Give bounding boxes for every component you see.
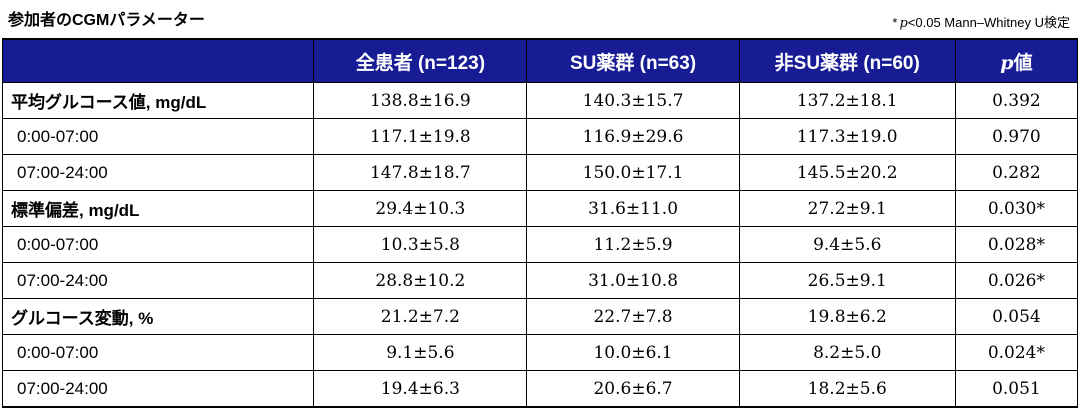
cell-value: 19.4±6.3: [313, 370, 528, 408]
cell-value: 29.4±10.3: [313, 190, 528, 227]
cell-value: 9.4±5.6: [738, 226, 956, 263]
cell-value: 26.5±9.1: [738, 262, 956, 299]
cell-value: 117.3±19.0: [738, 118, 956, 155]
table-row-mean-glucose: 平均グルコース値, mg/dL 138.8±16.9 140.3±15.7 13…: [1, 82, 1079, 119]
cell-p-value: 0.970: [954, 118, 1079, 155]
cell-p-value: 0.028*: [954, 226, 1079, 263]
note-asterisk: *: [892, 15, 898, 30]
table-row-sd: 標準偏差, mg/dL 29.4±10.3 31.6±11.0 27.2±9.1…: [1, 190, 1079, 227]
cell-value: 11.2±5.9: [526, 226, 740, 263]
cell-value: 22.7±7.8: [526, 298, 740, 335]
cell-value: 8.2±5.0: [738, 334, 956, 371]
header-su-group: SU薬群 (n=63): [526, 38, 740, 83]
row-label: 0:00-07:00: [1, 118, 315, 155]
cell-value: 147.8±18.7: [313, 154, 528, 191]
table-row-sd-night: 0:00-07:00 10.3±5.8 11.2±5.9 9.4±5.6 0.0…: [1, 226, 1079, 263]
row-label: 07:00-24:00: [1, 262, 315, 299]
cgm-parameters-table: 全患者 (n=123) SU薬群 (n=63) 非SU薬群 (n=60) p値 …: [1, 38, 1079, 408]
cell-value: 145.5±20.2: [738, 154, 956, 191]
cell-value: 137.2±18.1: [738, 82, 956, 119]
cell-p-value: 0.026*: [954, 262, 1079, 299]
top-bar: 参加者のCGMパラメーター * p<0.05 Mann–Whitney U検定: [0, 0, 1080, 38]
header-p-value: p値: [954, 38, 1079, 83]
table-row-cv-night: 0:00-07:00 9.1±5.6 10.0±6.1 8.2±5.0 0.02…: [1, 334, 1079, 371]
cell-value: 28.8±10.2: [313, 262, 528, 299]
row-label: 07:00-24:00: [1, 370, 315, 408]
row-label: グルコース変動, %: [1, 298, 315, 335]
cell-value: 31.0±10.8: [526, 262, 740, 299]
row-label: 0:00-07:00: [1, 226, 315, 263]
header-empty-cell: [1, 38, 315, 83]
cell-value: 150.0±17.1: [526, 154, 740, 191]
note-text: <0.05 Mann–Whitney U検定: [907, 15, 1070, 30]
page-title: 参加者のCGMパラメーター: [8, 12, 205, 29]
header-all-patients: 全患者 (n=123): [313, 38, 528, 83]
cell-value: 10.3±5.8: [313, 226, 528, 263]
p-symbol: p: [1000, 51, 1014, 74]
significance-note: * p<0.05 Mann–Whitney U検定: [892, 6, 1072, 31]
cell-value: 21.2±7.2: [313, 298, 528, 335]
cell-p-value: 0.054: [954, 298, 1079, 335]
cell-value: 9.1±5.6: [313, 334, 528, 371]
cell-value: 20.6±6.7: [526, 370, 740, 408]
p-suffix: 値: [1013, 52, 1033, 74]
cell-value: 18.2±5.6: [738, 370, 956, 408]
cell-p-value: 0.392: [954, 82, 1079, 119]
row-label: 平均グルコース値, mg/dL: [1, 82, 315, 119]
table-row-mean-glucose-night: 0:00-07:00 117.1±19.8 116.9±29.6 117.3±1…: [1, 118, 1079, 155]
cell-value: 19.8±6.2: [738, 298, 956, 335]
table-row-sd-day: 07:00-24:00 28.8±10.2 31.0±10.8 26.5±9.1…: [1, 262, 1079, 299]
cell-value: 27.2±9.1: [738, 190, 956, 227]
row-label: 標準偏差, mg/dL: [1, 190, 315, 227]
cell-p-value: 0.024*: [954, 334, 1079, 371]
header-row: 全患者 (n=123) SU薬群 (n=63) 非SU薬群 (n=60) p値: [1, 38, 1079, 83]
table-row-cv: グルコース変動, % 21.2±7.2 22.7±7.8 19.8±6.2 0.…: [1, 298, 1079, 335]
table-row-cv-day: 07:00-24:00 19.4±6.3 20.6±6.7 18.2±5.6 0…: [1, 370, 1079, 408]
cell-value: 138.8±16.9: [313, 82, 528, 119]
cell-value: 117.1±19.8: [313, 118, 528, 155]
cell-p-value: 0.282: [954, 154, 1079, 191]
table-row-mean-glucose-day: 07:00-24:00 147.8±18.7 150.0±17.1 145.5±…: [1, 154, 1079, 191]
cell-value: 31.6±11.0: [526, 190, 740, 227]
row-label: 0:00-07:00: [1, 334, 315, 371]
cell-value: 116.9±29.6: [526, 118, 740, 155]
cell-value: 140.3±15.7: [526, 82, 740, 119]
header-non-su-group: 非SU薬群 (n=60): [738, 38, 956, 83]
note-p-symbol: p: [899, 16, 908, 31]
row-label: 07:00-24:00: [1, 154, 315, 191]
cell-p-value: 0.030*: [954, 190, 1079, 227]
cell-value: 10.0±6.1: [526, 334, 740, 371]
cell-p-value: 0.051: [954, 370, 1079, 408]
